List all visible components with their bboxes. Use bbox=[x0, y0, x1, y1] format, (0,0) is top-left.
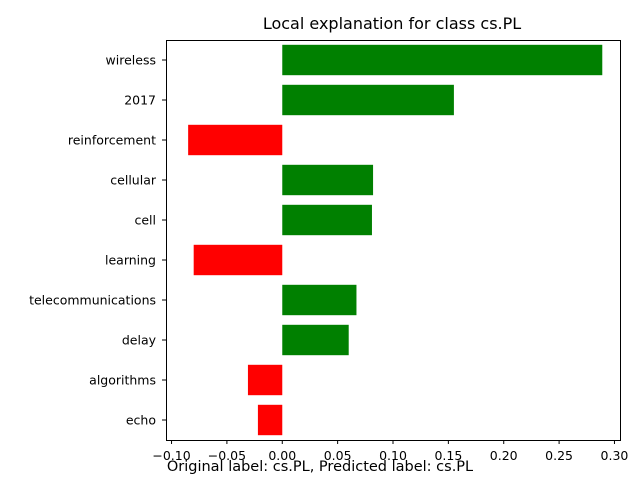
x-tick-label: 0.15 bbox=[434, 448, 462, 463]
x-tick-label: 0.00 bbox=[268, 448, 296, 463]
bar-algorithms bbox=[247, 364, 283, 396]
y-tick-label: echo bbox=[126, 413, 156, 428]
chart-title: Local explanation for class cs.PL bbox=[263, 14, 521, 33]
bar-echo bbox=[257, 404, 283, 436]
x-tick-label: 0.10 bbox=[379, 448, 407, 463]
y-tick-label: algorithms bbox=[89, 373, 156, 388]
x-tick-label: −0.10 bbox=[152, 448, 190, 463]
x-tick-label: −0.05 bbox=[208, 448, 246, 463]
x-ticks: −0.10 −0.05 0.00 0.05 0.10 0.15 0.20 0.25 0.30 bbox=[152, 440, 628, 463]
label-caption: Original label: cs.PL, Predicted label: … bbox=[166, 459, 474, 475]
x-tick-label: 0.20 bbox=[490, 448, 518, 463]
y-tick-labels: wireless 2017 reinforcement cellular cell lea… bbox=[29, 53, 166, 428]
bar-wireless bbox=[282, 44, 603, 76]
x-tick-label: 0.05 bbox=[324, 448, 352, 463]
x-tick-label: 0.30 bbox=[601, 448, 629, 463]
bar-cellular bbox=[282, 164, 374, 196]
y-tick-label: cellular bbox=[110, 173, 157, 188]
y-tick-label: reinforcement bbox=[68, 133, 156, 148]
bar-reinforcement bbox=[188, 124, 283, 156]
x-tick-label: 0.25 bbox=[545, 448, 573, 463]
y-tick-label: delay bbox=[122, 333, 157, 348]
bar-cell bbox=[282, 204, 372, 236]
y-tick-label: telecommunications bbox=[29, 293, 156, 308]
bar-learning bbox=[193, 244, 283, 276]
bar-telecommunications bbox=[282, 284, 357, 316]
y-tick-label: 2017 bbox=[124, 93, 156, 108]
plot-frame bbox=[166, 40, 621, 441]
y-tick-label: wireless bbox=[106, 53, 156, 68]
bar-delay bbox=[282, 324, 349, 356]
bars-group bbox=[188, 44, 603, 436]
y-tick-label: cell bbox=[134, 213, 156, 228]
y-tick-label: learning bbox=[105, 253, 156, 268]
bar-2017 bbox=[282, 84, 454, 116]
